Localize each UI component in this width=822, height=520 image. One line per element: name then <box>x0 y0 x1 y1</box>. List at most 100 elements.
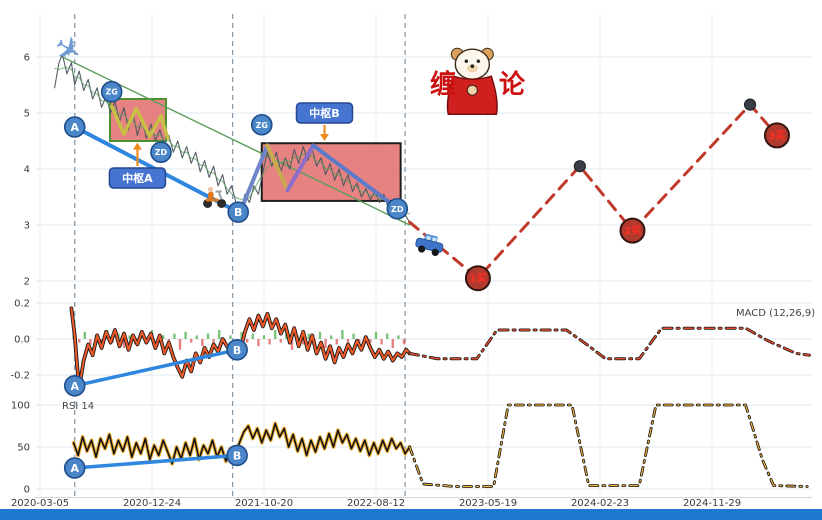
macd-projection-line <box>408 327 811 360</box>
macd-histogram-bar <box>173 333 176 339</box>
buy-point-label: 2买 <box>624 225 641 237</box>
marker-circle-a <box>63 116 86 138</box>
macd-histogram-bar <box>246 339 249 343</box>
dog-paws <box>466 84 478 96</box>
bottom-bar <box>0 509 822 520</box>
macd-histogram-bar <box>380 339 383 345</box>
marker-label-a: A <box>70 462 79 475</box>
scooter-icon <box>203 186 227 208</box>
dog-snout <box>466 64 478 73</box>
car-window <box>431 237 437 243</box>
macd-histogram-bar <box>212 339 215 343</box>
macd-histogram-bar <box>122 339 126 348</box>
pivot-label-arrowhead <box>132 142 142 150</box>
macd-histogram-bar <box>402 339 406 345</box>
grid-layer: 6 5 4 3 2 0.2 0.0 -0.2 100 50 0 <box>10 12 812 498</box>
rsi-panel-label: RSI 14 <box>62 401 94 412</box>
buy-point-circle <box>763 122 790 149</box>
car-wheel <box>431 248 439 256</box>
price-y-tick-label: 5 <box>24 109 30 120</box>
macd-histogram-bar <box>391 339 394 348</box>
pivot-label-text: 中枢B <box>309 106 339 120</box>
macd-histogram-bar <box>324 339 327 348</box>
dog-nose <box>470 64 475 68</box>
car-body <box>415 237 444 253</box>
x-tick-label-2: 2020-12-24 <box>123 498 181 509</box>
macd-histogram-bar <box>229 335 232 339</box>
marker-label-a: A <box>70 121 79 134</box>
marker-label-b: B <box>234 206 242 219</box>
marker-label-b: B <box>233 449 241 462</box>
pivot-label-text: 中枢A <box>122 171 153 185</box>
segment-zigzag-b <box>265 143 290 193</box>
marker-circle-zg <box>250 113 273 136</box>
pivot-label-box <box>295 102 354 124</box>
buy-point-label: 3买 <box>768 130 785 142</box>
macd-histogram-bar <box>218 330 221 339</box>
car-window <box>426 235 431 241</box>
x-tick-label-5: 2023-05-19 <box>459 498 517 509</box>
marker-circle-zd <box>150 141 172 163</box>
scooter-rider-head <box>208 186 214 193</box>
marker-circle-b <box>226 444 248 467</box>
macd-histogram-bar <box>307 333 310 339</box>
scooter-column <box>217 191 223 200</box>
macd-histogram-bar <box>201 339 204 347</box>
x-tick-label-3: 2021-10-20 <box>235 498 293 509</box>
dog-head <box>454 48 491 80</box>
rsi-projection-outline <box>408 403 809 488</box>
price-projection-line <box>408 103 779 280</box>
macd-y-tick-label: -0.2 <box>10 371 30 382</box>
pivot-box <box>260 142 402 202</box>
x-tick-label-4: 2022-08-12 <box>347 498 405 509</box>
macd-histogram-bar <box>195 335 198 339</box>
price-y-tick-label: 3 <box>24 221 30 232</box>
macd-histogram-bar <box>206 333 210 339</box>
scooter-wheel <box>217 198 227 208</box>
macd-histogram-bar <box>257 339 260 347</box>
rsi-line <box>72 422 411 465</box>
marker-label-zd: ZD <box>391 205 404 214</box>
series-layer <box>54 14 811 497</box>
x-tick-label-1: 2020-03-05 <box>11 498 69 509</box>
macd-ab-trendline <box>72 348 239 388</box>
scooter-deck <box>205 198 219 202</box>
marker-circle-a <box>63 374 86 397</box>
rsi-ab-trendline <box>72 453 239 470</box>
dog-sticker <box>446 47 498 115</box>
marker-circle-zd <box>386 197 409 220</box>
buy-point-label: 1买 <box>469 273 486 285</box>
projection-peak-dot <box>743 98 757 111</box>
macd-histogram-bar <box>397 335 400 339</box>
airplane-icon: ✈ <box>47 26 90 72</box>
marker-label-zd: ZD <box>155 148 168 157</box>
macd-histogram-bar <box>190 339 193 343</box>
segment-zigzag-b <box>311 143 400 211</box>
macd-histogram-bar <box>162 335 165 339</box>
green-trend-line <box>61 56 411 226</box>
segment-zigzag-b <box>238 143 270 213</box>
macd-histogram-bar <box>262 335 266 339</box>
price-y-tick-label: 6 <box>24 53 30 64</box>
macd-histogram-bar <box>302 339 305 345</box>
pivot-label-box <box>108 167 167 189</box>
price-y-tick-label: 4 <box>24 165 30 176</box>
dog-eye <box>476 59 481 63</box>
macd-histogram-bar <box>335 339 338 345</box>
macd-histogram-bar <box>184 331 187 339</box>
rsi-y-tick-label: 0 <box>24 485 30 496</box>
macd-histogram-bar <box>341 330 344 339</box>
macd-histogram-bar <box>240 331 243 339</box>
segment-zigzag-a <box>109 104 170 140</box>
marker-circle-a <box>63 457 86 479</box>
macd-histogram-bar <box>89 339 92 345</box>
macd-histogram-bar <box>178 339 182 350</box>
price-y-tick-label: 2 <box>24 277 30 288</box>
buy-point-circle <box>464 265 491 292</box>
macd-histogram-bar <box>330 335 333 339</box>
marker-label-zg: ZG <box>105 88 117 97</box>
macd-histogram-bar <box>346 339 350 343</box>
marker-label-zg: ZG <box>256 121 268 130</box>
marker-circle-zg <box>100 80 123 103</box>
